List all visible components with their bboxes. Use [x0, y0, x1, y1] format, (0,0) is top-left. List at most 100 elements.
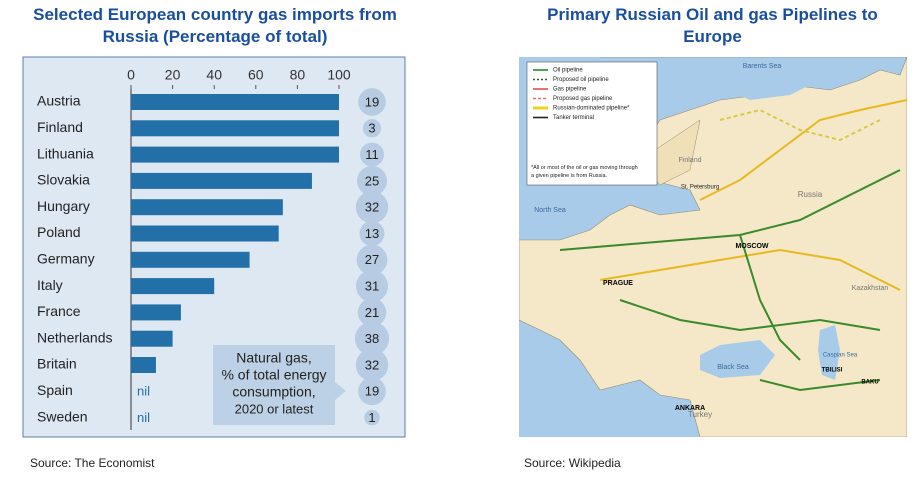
bubble-label: 27: [365, 252, 379, 267]
caspian-sea: [818, 325, 840, 380]
map-footnote: *All or most of the oil or gas moving th…: [531, 165, 638, 179]
map-place-label: TBILISI: [822, 368, 843, 374]
bar: [131, 330, 173, 347]
bubble: [360, 142, 384, 167]
map-legend: [526, 61, 658, 186]
bubble: [354, 321, 390, 356]
black-sea: [700, 340, 775, 378]
y-tick-label: Lithuania: [37, 145, 94, 161]
x-tick-label: 100: [327, 67, 351, 83]
map-place-label: North Sea: [534, 207, 566, 214]
annotation-text: consumption,: [232, 384, 315, 400]
map-title: Primary Russian Oil and gas Pipelines to…: [547, 5, 878, 46]
land: [519, 57, 907, 437]
bubble-label: 19: [365, 94, 379, 109]
map-place-label: PRAGUE: [603, 280, 633, 287]
annotation-text: Natural gas,: [236, 350, 311, 366]
x-tick-label: 40: [206, 67, 222, 83]
y-tick-label: France: [37, 303, 81, 319]
map-source: Source: Wikipedia: [524, 456, 621, 470]
x-tick-label: 0: [127, 67, 135, 83]
y-tick-label: Hungary: [37, 198, 90, 214]
chart-source: Source: The Economist: [30, 456, 155, 470]
chart-title: Selected European country gas imports fr…: [33, 5, 397, 46]
bar: [131, 278, 215, 295]
x-tick-label: 60: [248, 67, 264, 83]
map-place-label: Turkey: [688, 410, 712, 419]
y-tick-label: Germany: [37, 251, 95, 267]
map-place-label: Kazakhstan: [852, 285, 889, 292]
y-tick-label: Poland: [37, 224, 81, 240]
bubble-label: 11: [365, 147, 379, 162]
pipelines: [559, 99, 907, 392]
y-tick-label: Netherlands: [37, 329, 113, 345]
bubble: [358, 377, 386, 406]
map-place-label: ANKARA: [675, 405, 705, 412]
bubble: [356, 244, 388, 276]
bubble-label: 1: [368, 410, 375, 425]
value-label: nil: [137, 410, 150, 425]
bubble-label: 25: [365, 173, 379, 188]
bubble-label: 3: [368, 121, 375, 136]
bar: [131, 225, 279, 242]
x-tick-label: 80: [290, 67, 306, 83]
bar: [131, 199, 283, 216]
legend-label: Proposed oil pipeline: [553, 77, 609, 83]
map-place-label: Barents Sea: [743, 63, 782, 70]
map-place-label: Black Sea: [717, 364, 749, 371]
bar: [131, 94, 339, 110]
map-footnote-line: a given pipeline is from Russia.: [531, 173, 608, 179]
bar: [131, 172, 312, 189]
bubble-label: 21: [365, 305, 379, 320]
legend-label: Russian-dominated pipeline*: [553, 106, 630, 112]
map-place-label: Finland: [679, 157, 702, 164]
bar: [131, 357, 156, 373]
bubble: [355, 348, 389, 382]
bubble: [358, 88, 386, 116]
map: [519, 57, 907, 437]
map-place-label: St. Petersburg: [681, 185, 719, 191]
legend-label: Oil pipeline: [553, 68, 583, 74]
bubble-label: 32: [365, 200, 379, 215]
map-place-label: Russia: [798, 190, 823, 199]
annotation-text: 2020 or latest: [235, 401, 314, 416]
bubble-label: 19: [365, 384, 379, 399]
legend-label: Proposed gas pipeline: [553, 96, 613, 102]
y-tick-label: Spain: [37, 382, 73, 398]
y-tick-label: Sweden: [37, 408, 88, 424]
bubble: [362, 119, 382, 138]
bubble: [364, 409, 380, 426]
y-tick-label: Slovakia: [37, 172, 90, 188]
bubble: [359, 221, 385, 246]
bubble: [357, 165, 387, 196]
bubble: [357, 298, 387, 327]
white-sea: [730, 65, 820, 100]
map-footnote-line: *All or most of the oil or gas moving th…: [531, 165, 638, 171]
bubble-label: 32: [365, 357, 379, 372]
y-tick-label: Italy: [37, 277, 63, 293]
annotation-text: % of total energy: [221, 367, 326, 383]
bubble-label: 31: [365, 279, 379, 294]
legend-label: Gas pipeline: [553, 87, 587, 93]
bar: [131, 304, 181, 321]
legend-label: Tanker terminal: [553, 115, 594, 121]
annotation-arrow: [335, 382, 346, 400]
x-tick-label: 20: [165, 67, 181, 83]
map-place-label: MOSCOW: [735, 243, 768, 250]
bar: [131, 146, 339, 163]
bubble-label: 38: [365, 331, 379, 346]
map-place-label: Caspian Sea: [823, 353, 858, 359]
bubble-label: 13: [365, 226, 379, 241]
bar: [131, 120, 339, 137]
y-tick-label: Britain: [37, 356, 77, 372]
bar: [131, 251, 250, 268]
bubble: [355, 270, 389, 303]
map-place-label: BAKU: [861, 380, 878, 386]
y-tick-label: Finland: [37, 119, 83, 135]
annotation-box: [213, 345, 335, 425]
bubble: [355, 191, 389, 224]
y-tick-label: Austria: [37, 93, 81, 109]
value-label: nil: [137, 384, 150, 399]
